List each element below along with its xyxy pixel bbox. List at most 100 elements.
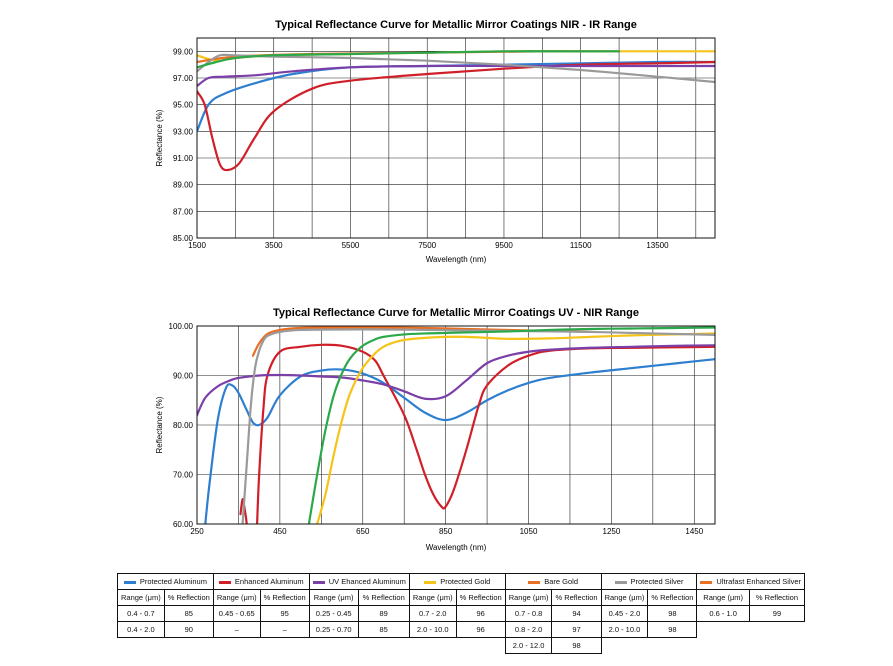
legend-cell: % Reflection — [647, 589, 698, 606]
plot-frame — [196, 37, 716, 239]
x-tick-label: 850 — [439, 527, 453, 536]
legend-cell: 90 — [163, 621, 214, 638]
series-group — [197, 326, 715, 524]
legend-swatch — [614, 580, 627, 584]
y-tick-label: 97.00 — [173, 74, 194, 83]
legend-swatch — [123, 580, 136, 584]
y-tick-label: 95.00 — [173, 101, 194, 110]
legend-header-cell: UV Ehanced Aluminum — [308, 573, 410, 590]
x-axis-label: Wavelength (nm) — [426, 255, 487, 264]
plot-frame — [196, 325, 716, 525]
legend-empty-cell — [648, 638, 697, 654]
legend-cell: 98 — [647, 621, 698, 638]
legend-cell: 85 — [357, 621, 410, 638]
legend-header-label: Enhanced Aluminum — [234, 577, 304, 586]
x-tick-label: 7500 — [418, 241, 436, 250]
legend-header-cell: Protected Aluminum — [117, 573, 214, 590]
series-line-uv-ehanced-aluminum — [197, 344, 715, 417]
legend-swatch — [700, 580, 713, 584]
legend-cell: Range (μm) — [212, 589, 261, 606]
x-tick-label: 1450 — [685, 527, 703, 536]
x-tick-label: 250 — [190, 527, 204, 536]
y-tick-label: 89.00 — [173, 181, 194, 190]
legend-empty-cell — [358, 638, 409, 654]
legend-cell: 2.0 - 10.0 — [408, 621, 457, 638]
legend-cell: 0.7 - 2.0 — [408, 605, 457, 622]
legend-empty-cell — [697, 622, 749, 638]
legend-header-label: Ultrafast Enhanced Silver — [716, 577, 802, 586]
legend-swatch — [424, 580, 437, 584]
legend-header-label: Bare Gold — [544, 577, 579, 586]
legend-cell: Range (μm) — [308, 589, 359, 606]
legend-swatch — [312, 580, 325, 584]
legend-empty-cell — [260, 638, 309, 654]
y-tick-label: 90.00 — [173, 372, 194, 381]
legend-empty-cell — [309, 638, 358, 654]
legend-empty-cell — [409, 638, 456, 654]
legend-cell: Range (μm) — [600, 589, 649, 606]
legend-header-label: Protected Gold — [440, 577, 491, 586]
legend-empty-cell — [749, 638, 804, 654]
x-tick-label: 1050 — [520, 527, 538, 536]
legend-cell: 0.45 - 0.65 — [212, 605, 261, 622]
legend-cell: 85 — [163, 605, 214, 622]
nir-ir-chart: Typical Reflectance Curve for Metallic M… — [155, 19, 716, 264]
legend-empty-cell — [213, 638, 260, 654]
legend-data-row: 0.4 - 0.7 85 0.45 - 0.65 95 0.25 - 0.45 89 0.7… — [117, 605, 806, 622]
legend-cell: 99 — [748, 605, 806, 622]
legend-cell: 96 — [455, 621, 506, 638]
legend-cell: – — [259, 621, 310, 638]
legend-cell: – — [212, 621, 261, 638]
series-line-protected-silver — [241, 328, 715, 524]
y-tick-label: 99.00 — [173, 47, 194, 56]
legend-subheader-row: Range (μm)% Reflection Range (μm)% Reflec… — [117, 589, 806, 606]
y-tick-label: 91.00 — [173, 154, 194, 163]
x-tick-label: 5500 — [342, 241, 360, 250]
y-tick-label: 70.00 — [173, 471, 194, 480]
x-tick-label: 650 — [356, 527, 370, 536]
x-tick-label: 3500 — [265, 241, 283, 250]
legend-cell: % Reflection — [551, 589, 602, 606]
legend-cell: 0.8 - 2.0 — [504, 621, 553, 638]
y-axis-label: Reflectance (%) — [155, 396, 164, 453]
series-line-protected-gold — [316, 332, 715, 524]
legend-header-cell: Enhanced Aluminum — [212, 573, 310, 590]
chart-title: Typical Reflectance Curve for Metallic M… — [273, 307, 639, 319]
series-line-protected-silver — [197, 53, 715, 84]
legend-swatch — [528, 580, 541, 584]
legend-header-cell: Ultrafast Enhanced Silver — [696, 573, 806, 590]
x-tick-label: 13500 — [646, 241, 669, 250]
legend-cell: 96 — [455, 605, 506, 622]
x-axis-label: Wavelength (nm) — [426, 543, 487, 552]
legend-empty-cell — [749, 622, 804, 638]
legend-cell: 0.4 - 2.0 — [117, 621, 165, 638]
series-line-ultrafast-enhanced-silver — [197, 50, 621, 69]
legend-data-row: 0.4 - 2.0 90– –0.25 - 0.70 85 2.0 - 10.0 96 0.… — [117, 621, 805, 638]
chart-title: Typical Reflectance Curve for Metallic M… — [275, 19, 637, 31]
legend-cell: 98 — [551, 637, 602, 654]
legend-empty-cell — [697, 638, 749, 654]
legend-header-cell: Bare Gold — [504, 573, 602, 590]
legend-cell: 89 — [357, 605, 410, 622]
legend-cell: 94 — [551, 605, 602, 622]
legend-cell: % Reflection — [259, 589, 310, 606]
legend-header-label: Protected Silver — [630, 577, 684, 586]
y-axis-label: Reflectance (%) — [155, 109, 164, 166]
y-tick-label: 100.00 — [169, 322, 194, 331]
x-tick-label: 450 — [273, 527, 287, 536]
legend-header-cell: Protected Gold — [408, 573, 506, 590]
legend-cell: Range (μm) — [408, 589, 457, 606]
legend-empty-cell — [601, 638, 648, 654]
y-tick-label: 80.00 — [173, 421, 194, 430]
y-tick-label: 93.00 — [173, 127, 194, 136]
legend-header-row: Protected Aluminum Enhanced Aluminum UV Eh… — [117, 573, 806, 590]
legend-header-label: Protected Aluminum — [139, 577, 207, 586]
legend-cell: Range (μm) — [504, 589, 553, 606]
series-line-protected-aluminum — [204, 358, 715, 524]
legend-header-cell: Protected Silver — [600, 573, 698, 590]
legend-data-row: 2.0 - 12.0 98 — [118, 637, 805, 654]
x-tick-label: 1500 — [188, 241, 206, 250]
legend-cell: 98 — [647, 605, 698, 622]
series-line-enhanced-aluminum — [239, 343, 715, 524]
legend-cell: 97 — [551, 621, 602, 638]
